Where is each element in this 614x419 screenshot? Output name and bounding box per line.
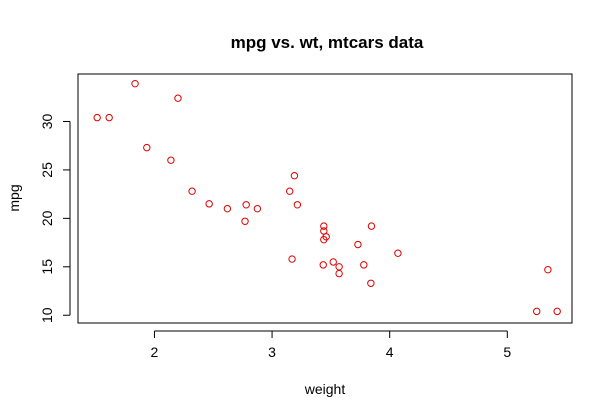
x-tick-label: 4 <box>386 344 394 360</box>
data-point <box>335 269 343 278</box>
data-point <box>131 79 139 88</box>
data-point <box>335 263 343 271</box>
data-point <box>93 113 101 122</box>
data-point <box>320 222 328 230</box>
data-point <box>329 258 337 266</box>
y-tick-label: 20 <box>39 210 55 226</box>
data-point <box>394 249 402 257</box>
y-tick-label: 15 <box>39 259 55 275</box>
data-point <box>367 222 376 230</box>
x-tick-label: 2 <box>151 344 159 360</box>
data-point <box>533 307 541 316</box>
data-point <box>188 187 196 195</box>
data-point <box>143 143 151 152</box>
data-point <box>253 204 262 213</box>
x-axis: 2 3 4 5 <box>151 330 511 360</box>
data-point <box>320 235 328 244</box>
y-tick-label: 25 <box>39 162 55 178</box>
data-point <box>241 217 249 225</box>
data-point <box>553 307 561 316</box>
data-point <box>205 200 213 208</box>
data-point <box>367 279 375 287</box>
data-point <box>223 204 232 213</box>
data-point <box>242 201 250 209</box>
y-axis: 10 15 20 25 30 <box>39 113 71 323</box>
data-point <box>360 261 368 269</box>
data-point <box>544 266 552 274</box>
plot-frame <box>77 73 573 324</box>
y-tick-label: 10 <box>39 307 55 323</box>
y-axis-label: mpg <box>6 184 22 211</box>
data-points <box>93 79 561 316</box>
data-point <box>290 172 299 180</box>
chart-title: mpg vs. wt, mtcars data <box>231 33 424 52</box>
data-point <box>286 187 294 195</box>
data-point <box>319 261 327 269</box>
data-point <box>293 201 302 209</box>
data-point <box>105 113 113 122</box>
y-tick-label: 30 <box>39 113 55 129</box>
x-tick-label: 5 <box>503 344 511 360</box>
x-axis-label: weight <box>304 381 346 397</box>
data-point <box>174 94 182 102</box>
x-tick-label: 3 <box>268 344 276 360</box>
data-point <box>288 255 296 263</box>
data-point <box>354 240 362 249</box>
data-point <box>167 156 175 164</box>
